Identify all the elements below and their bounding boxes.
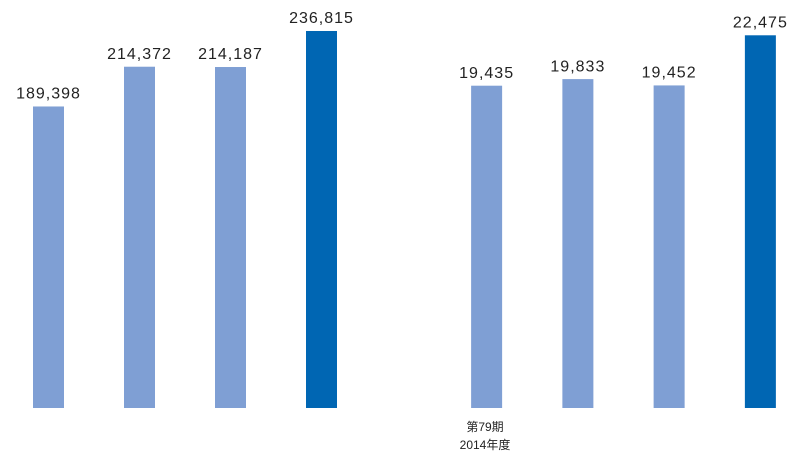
data-label: 236,815 <box>289 10 354 27</box>
data-label: 22,475 <box>733 15 788 32</box>
data-label: 189,398 <box>16 86 81 103</box>
bar <box>306 30 337 409</box>
annotation: 第79期 <box>466 420 503 434</box>
data-label: 214,187 <box>198 46 263 63</box>
bar <box>744 35 776 409</box>
bar <box>471 85 503 409</box>
bar <box>562 79 594 408</box>
bar <box>653 85 685 409</box>
annotation: 2014年度 <box>460 437 511 452</box>
data-label: 19,452 <box>642 65 697 82</box>
bar <box>33 106 64 408</box>
data-label: 19,435 <box>459 65 514 82</box>
bar <box>124 66 155 408</box>
data-label: 19,833 <box>550 58 605 75</box>
data-label: 214,372 <box>107 46 172 63</box>
bar <box>215 67 246 409</box>
